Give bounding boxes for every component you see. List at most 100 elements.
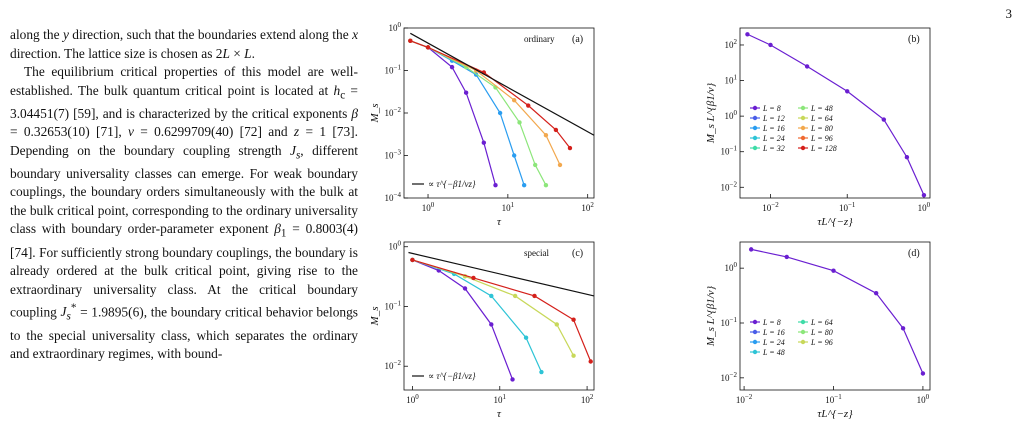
data-point	[784, 254, 789, 260]
y-tick-label: 100	[389, 240, 402, 252]
legend-marker	[800, 135, 806, 141]
x-tick-label: 10−2	[736, 393, 753, 405]
data-point	[523, 335, 529, 340]
data-point	[539, 369, 544, 375]
legend-marker	[752, 145, 758, 151]
y-tick-label: 10−1	[721, 145, 738, 157]
legend-marker	[752, 105, 758, 111]
y-tick-label: 10−1	[721, 316, 738, 328]
legend-label: L = 48	[810, 104, 833, 113]
data-point	[521, 183, 527, 188]
legend-marker	[800, 339, 806, 345]
x-tick-label: 101	[502, 201, 515, 213]
data-point	[510, 377, 515, 382]
data-point	[845, 89, 850, 94]
y-tick-label: 10−1	[385, 64, 402, 76]
data-point	[481, 140, 487, 145]
y-tick-label: 10−1	[385, 299, 402, 311]
data-point	[462, 286, 468, 291]
legend-label: L = 64	[810, 318, 833, 327]
legend-label: L = 96	[810, 338, 833, 347]
data-point	[588, 359, 593, 364]
figure: 100 101 102 100 10−1 10−2 10−3 10−4 τ M_s (a) ordin…	[362, 18, 1022, 436]
x-tick-label: 100	[918, 201, 931, 213]
legend-label: L = 24	[762, 134, 785, 143]
x-tick-label: 100	[917, 393, 930, 405]
x-tick-label: 102	[581, 393, 594, 405]
fit-legend-label: ∝ τ^{−β1/νz}	[428, 371, 476, 381]
legend-marker	[800, 115, 806, 121]
legend-label: L = 96	[810, 134, 833, 143]
panel-frame	[403, 241, 595, 391]
legend-label: L = 16	[762, 328, 785, 337]
data-point	[571, 317, 576, 322]
data-point	[449, 64, 455, 70]
legend-marker	[800, 145, 806, 151]
fit-line	[410, 32, 595, 136]
series-line	[412, 259, 575, 356]
data-point	[543, 133, 549, 138]
legend-marker	[800, 125, 806, 131]
paragraph-1: along the y direction, such that the bou…	[10, 27, 359, 61]
legend-label: L = 80	[810, 328, 833, 337]
legend-marker	[800, 105, 806, 111]
y-tick-label: 100	[389, 21, 402, 33]
panel-c	[403, 241, 595, 391]
data-point	[511, 98, 517, 103]
series-line	[410, 40, 571, 149]
legend-marker	[752, 125, 758, 131]
x-tick-label: 101	[494, 393, 507, 405]
y-tick-label: 100	[725, 261, 738, 273]
fit-line	[408, 251, 595, 297]
data-point	[873, 290, 879, 296]
legend-label: L = 8	[762, 318, 781, 327]
legend-marker	[752, 319, 758, 325]
body-text-column: along the y direction, such that the bou…	[10, 26, 358, 364]
panel-b	[739, 27, 931, 199]
y-axis-label: M_s	[369, 104, 381, 124]
y-tick-label: 10−2	[385, 106, 402, 118]
panel-a	[403, 27, 595, 199]
y-tick-label: 10−2	[721, 180, 738, 192]
legend-marker	[800, 329, 806, 335]
legend-label: L = 80	[810, 124, 833, 133]
fit-legend-label: ∝ τ^{−β1/νz}	[428, 179, 476, 189]
paragraph-2: The equilibrium critical properties of t…	[10, 64, 359, 362]
panel-label: (a)	[572, 34, 583, 45]
x-tick-label: 10−1	[825, 393, 842, 405]
data-point	[532, 293, 537, 299]
y-axis-label: M_s	[369, 307, 381, 327]
data-point	[567, 145, 573, 151]
x-tick-label: 100	[406, 393, 419, 405]
data-point	[881, 117, 887, 122]
x-axis-label: τ	[497, 216, 502, 228]
data-point	[571, 353, 576, 358]
y-tick-label: 10−4	[385, 191, 402, 203]
series-line	[412, 259, 592, 362]
legend-label: L = 128	[810, 144, 837, 153]
data-point	[489, 293, 494, 299]
data-point	[804, 64, 810, 69]
series-line	[751, 248, 924, 374]
x-tick-label: 102	[581, 201, 594, 213]
data-point	[532, 162, 538, 168]
data-point	[512, 293, 518, 299]
data-point	[745, 32, 750, 37]
data-point	[410, 257, 415, 263]
data-point	[408, 38, 413, 43]
legend-label: L = 64	[810, 114, 833, 123]
data-point	[831, 268, 836, 273]
data-point	[920, 371, 926, 376]
data-point	[517, 120, 522, 125]
data-point	[900, 326, 906, 331]
data-point	[497, 110, 503, 116]
x-axis-label: τ	[497, 408, 502, 420]
legend-marker	[800, 319, 806, 325]
x-tick-label: 10−2	[762, 201, 779, 213]
legend-label: L = 32	[762, 144, 785, 153]
panel-frame	[739, 27, 931, 199]
panel-d	[739, 241, 931, 391]
y-axis-label: M_s L^{β1/ν}	[705, 285, 717, 347]
series-line	[410, 40, 525, 186]
x-axis-label: τL^{−z}	[817, 408, 853, 420]
